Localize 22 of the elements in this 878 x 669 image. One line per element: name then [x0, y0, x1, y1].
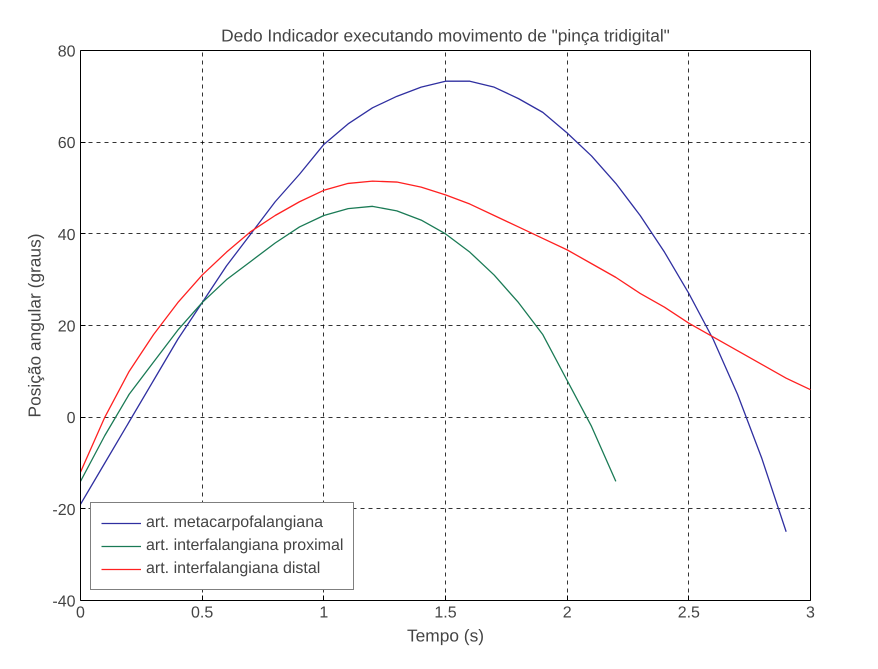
line-series: [80, 80, 787, 532]
y-tick-label: 0: [66, 410, 76, 428]
y-tick-label: 80: [58, 44, 76, 60]
x-axis-title: Tempo (s): [406, 626, 484, 646]
y-tick-label: 60: [58, 135, 76, 152]
line-series: [80, 206, 616, 482]
x-tick-label: 0.5: [191, 604, 214, 622]
x-tick-label: 1.5: [434, 604, 457, 622]
x-tick-label: 2: [562, 604, 572, 622]
legend-label: art. interfalangiana distal: [146, 560, 320, 578]
y-tick-label: -20: [52, 502, 76, 519]
chart-title: Dedo Indicador executando movimento de "pinça tridigital": [221, 26, 670, 46]
x-tick-label: 1: [319, 604, 328, 622]
y-tick-label: -40: [52, 594, 76, 610]
legend-label: art. interfalangiana proximal: [146, 537, 344, 555]
legend-label: art. metacarpofalangiana: [146, 514, 323, 532]
x-tick-label: 3: [806, 604, 816, 622]
y-axis-title: Posição angular (graus): [24, 234, 44, 418]
y-tick-label: 20: [58, 318, 76, 336]
y-tick-label: 40: [58, 226, 76, 244]
x-tick-label: 2.5: [678, 604, 700, 622]
line-series: [80, 180, 810, 473]
